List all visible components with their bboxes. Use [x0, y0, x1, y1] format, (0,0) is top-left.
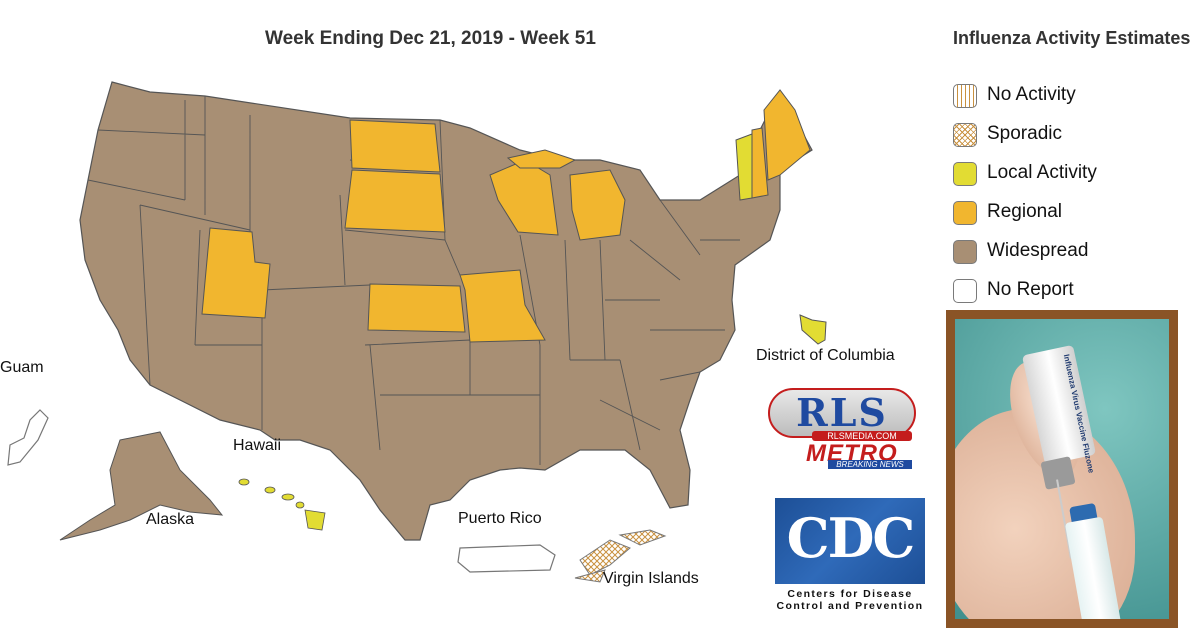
state-utah: [201, 227, 271, 319]
swatch-sporadic: [953, 123, 977, 147]
swatch-no-report: [953, 279, 977, 303]
swatch-regional: [953, 201, 977, 225]
legend-label: Local Activity: [987, 162, 1097, 183]
state-south-dakota: [344, 169, 446, 233]
vial-label: Influenza Virus Vaccine Fluzone: [1061, 353, 1096, 474]
puerto-rico-shape: [457, 544, 556, 573]
vaccine-photo: Influenza Virus Vaccine Fluzone: [946, 310, 1178, 628]
vaccine-photo-inner: Influenza Virus Vaccine Fluzone: [955, 319, 1169, 619]
swatch-widespread: [953, 240, 977, 264]
state-missouri: [459, 269, 546, 343]
label-puerto-rico: Puerto Rico: [458, 510, 542, 527]
virgin-islands-shape: [574, 529, 667, 583]
state-kansas: [367, 283, 466, 333]
legend-label: No Report: [987, 279, 1074, 300]
cdc-logo: CDC Centers for Disease Control and Prev…: [775, 498, 925, 612]
state-michigan: [569, 169, 626, 241]
legend-label: Regional: [987, 201, 1062, 222]
legend-label: No Activity: [987, 84, 1076, 105]
hawaii-shape: [238, 478, 326, 531]
alaska-shape: [59, 431, 224, 541]
rls-breaking: BREAKING NEWS: [828, 460, 912, 469]
cdc-letters: CDC: [786, 506, 916, 570]
swatch-no-activity: [953, 84, 977, 108]
guam-shape: [7, 409, 49, 466]
map-title: Week Ending Dec 21, 2019 - Week 51: [265, 28, 596, 49]
legend-label: Widespread: [987, 240, 1089, 261]
regional-states: [201, 89, 811, 343]
rls-site: RLSMEDIA.COM: [812, 431, 912, 441]
cdc-box: CDC: [775, 498, 925, 584]
swatch-local-activity: [953, 162, 977, 186]
state-michigan-upper: [506, 149, 577, 169]
label-hawaii: Hawaii: [233, 437, 282, 454]
state-maine: [763, 89, 811, 181]
label-alaska: Alaska: [146, 511, 195, 528]
legend-title: Influenza Activity Estimates: [953, 28, 1191, 48]
state-north-dakota: [349, 119, 441, 173]
dc-shape: [799, 314, 827, 345]
label-virgin-islands: Virgin Islands: [603, 570, 699, 587]
legend-label: Sporadic: [987, 123, 1062, 144]
rls-metro-logo: RLS RLSMEDIA.COM METRO BREAKING NEWS: [768, 388, 918, 474]
label-guam: Guam: [0, 359, 44, 376]
cdc-line1: Centers for Disease: [787, 588, 913, 600]
rls-main: RLS: [768, 388, 916, 438]
label-dc: District of Columbia: [756, 347, 895, 364]
state-vermont: [735, 133, 753, 201]
cdc-line2: Control and Prevention: [776, 600, 924, 612]
